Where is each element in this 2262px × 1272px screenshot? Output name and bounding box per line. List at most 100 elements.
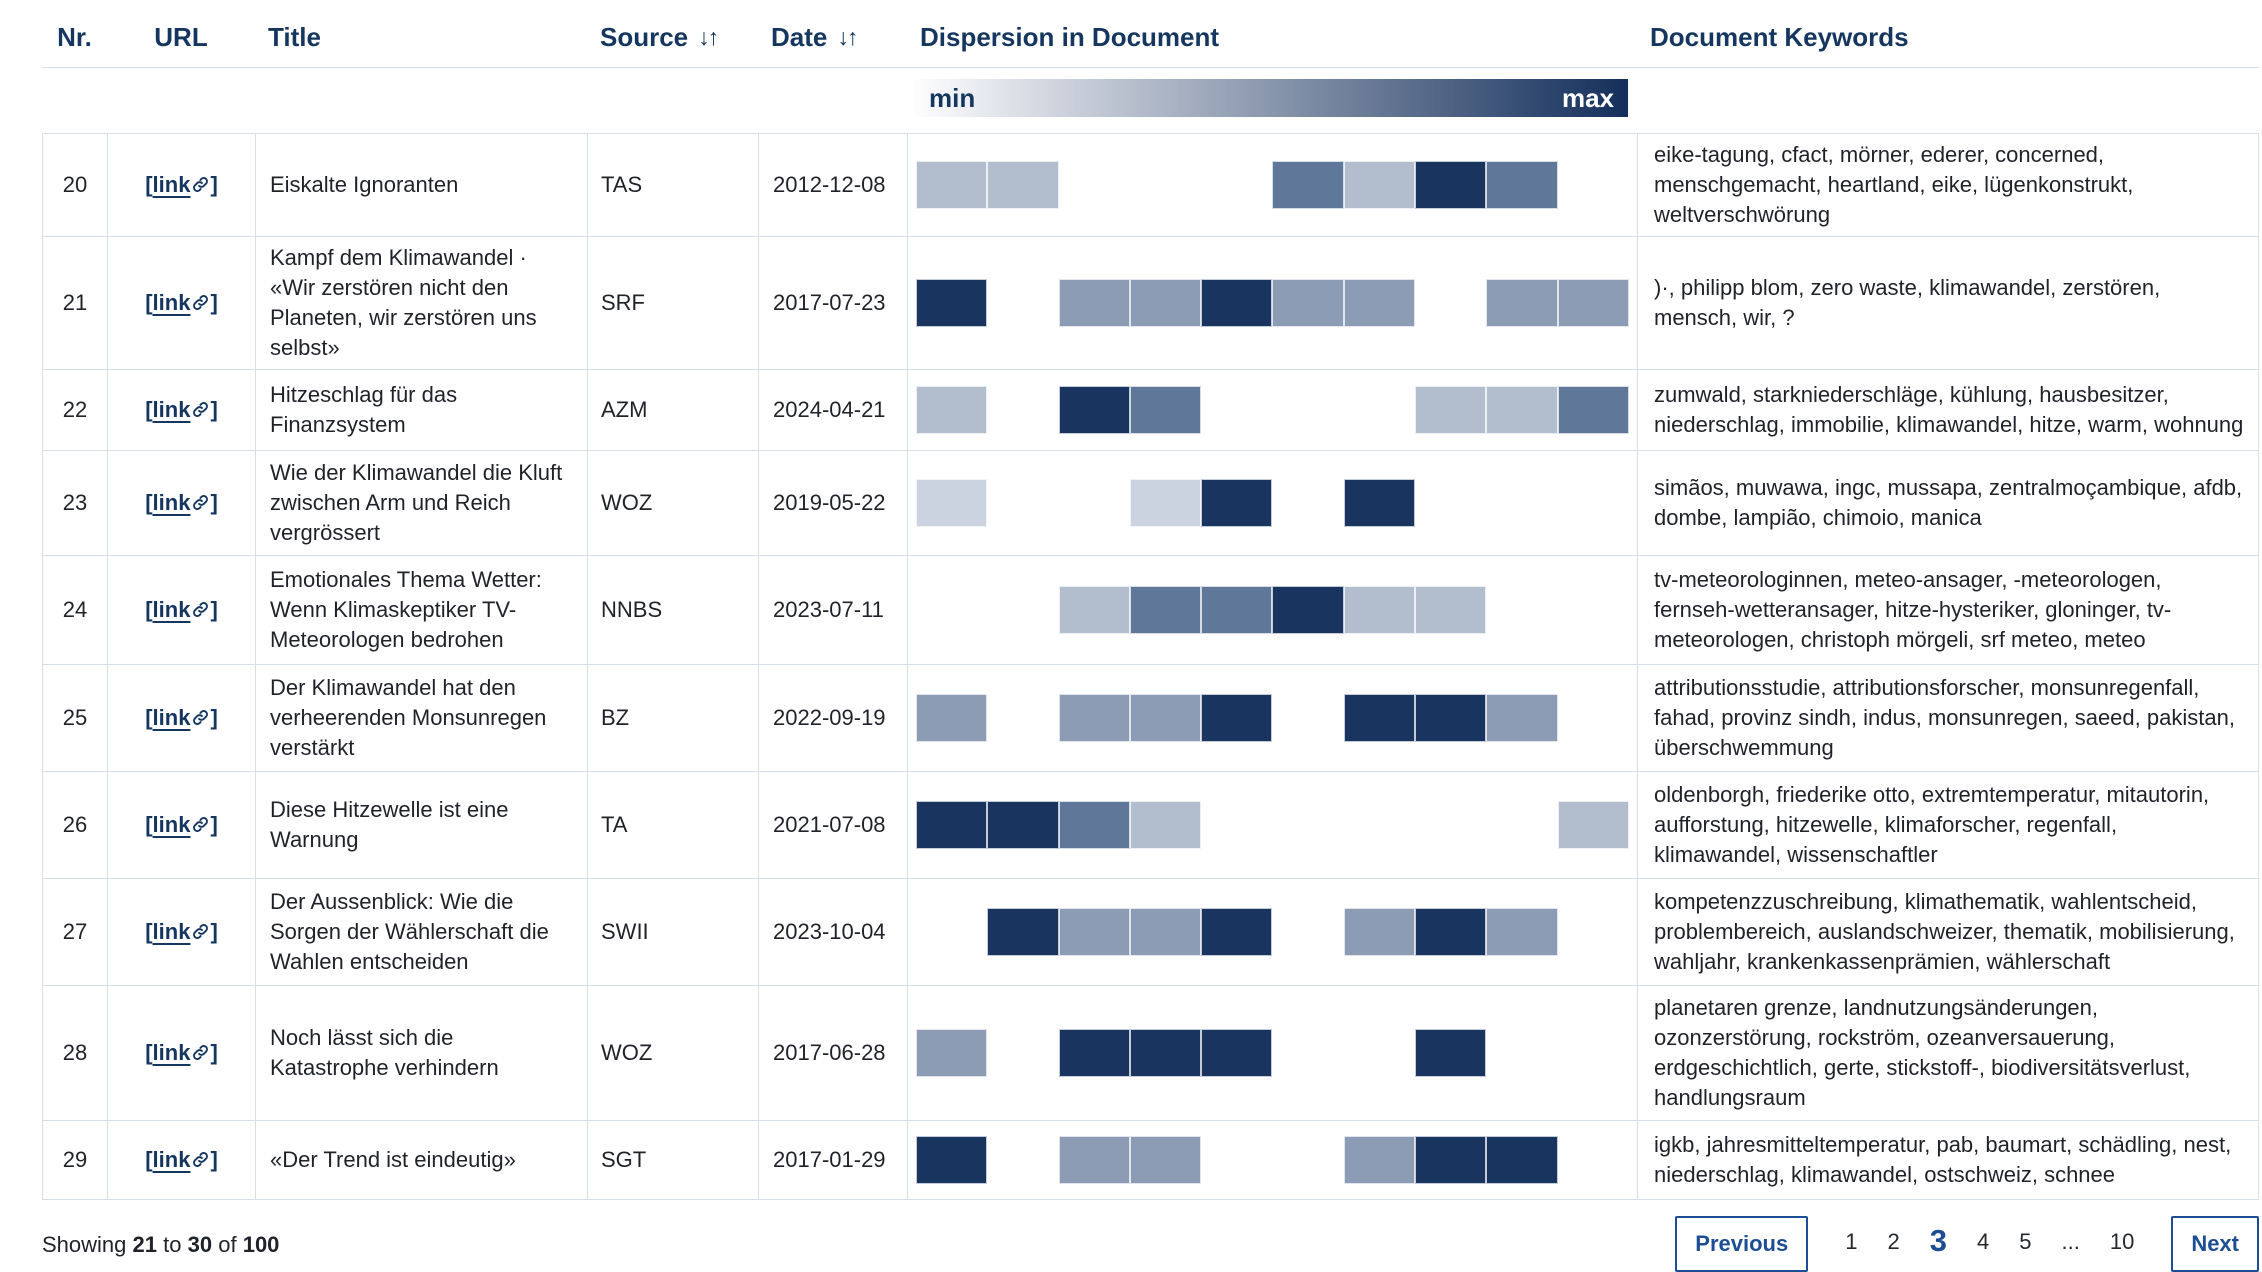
page-number[interactable]: 4 bbox=[1976, 1229, 1990, 1254]
document-keywords: planetaren grenze, landnutzungsänderunge… bbox=[1638, 986, 2259, 1120]
dispersion-segment bbox=[916, 1136, 988, 1184]
column-header-keywords: Document Keywords bbox=[1650, 22, 1909, 52]
dispersion-segment bbox=[1201, 694, 1273, 742]
dispersion-segment bbox=[1415, 586, 1487, 634]
dispersion-segment-empty bbox=[1558, 908, 1629, 956]
table-row: 21 [link] Kampf dem Klimawandel · «Wir z… bbox=[43, 237, 2259, 370]
dispersion-bar bbox=[916, 694, 1629, 742]
dispersion-segment bbox=[1129, 479, 1202, 527]
document-link[interactable]: [link] bbox=[145, 490, 218, 515]
document-title: Der Klimawandel hat den verheerenden Mon… bbox=[256, 665, 588, 771]
dispersion-segment bbox=[1058, 386, 1130, 434]
dispersion-segment-empty bbox=[1201, 161, 1272, 209]
document-title: Emotionales Thema Wetter: Wenn Klimaskep… bbox=[256, 556, 588, 664]
table-row: 28 [link] Noch lässt sich die Katastroph… bbox=[43, 986, 2259, 1121]
dispersion-segment-empty bbox=[1558, 1029, 1629, 1077]
document-link[interactable]: [link] bbox=[145, 597, 218, 622]
document-link[interactable]: [link] bbox=[145, 172, 218, 197]
document-title: Hitzeschlag für das Finanzsystem bbox=[256, 370, 588, 450]
dispersion-segment bbox=[1129, 908, 1202, 956]
document-date: 2023-07-11 bbox=[759, 556, 908, 664]
document-link[interactable]: [link] bbox=[145, 1040, 218, 1065]
table-header: Nr. URL Title Source ↓↑ Date ↓↑ Dispersi… bbox=[42, 0, 2259, 68]
dispersion-segment-empty bbox=[987, 1136, 1058, 1184]
dispersion-segment bbox=[1272, 279, 1344, 327]
sort-icon[interactable]: ↓↑ bbox=[837, 24, 858, 50]
next-button[interactable]: Next bbox=[2171, 1216, 2259, 1272]
dispersion-segment-empty bbox=[987, 479, 1058, 527]
page-number[interactable]: 5 bbox=[2019, 1229, 2032, 1254]
document-date: 2017-01-29 bbox=[759, 1121, 908, 1199]
document-link[interactable]: [link] bbox=[145, 1147, 218, 1172]
page-number[interactable]: 2 bbox=[1887, 1229, 1900, 1254]
column-header-date[interactable]: Date ↓↑ bbox=[771, 22, 858, 52]
showing-from: 21 bbox=[132, 1232, 157, 1257]
dispersion-segment-empty bbox=[1344, 1029, 1415, 1077]
dispersion-segment-empty bbox=[1486, 801, 1557, 849]
row-number: 29 bbox=[43, 1121, 108, 1199]
dispersion-cell bbox=[908, 451, 1638, 555]
table-row: 29 [link] «Der Trend ist eindeutig» SGT … bbox=[43, 1121, 2259, 1200]
dispersion-segment bbox=[1201, 479, 1273, 527]
showing-total: 100 bbox=[242, 1232, 280, 1257]
dispersion-segment bbox=[987, 908, 1059, 956]
pagination-ellipsis: ... bbox=[2061, 1229, 2080, 1254]
dispersion-segment bbox=[1129, 586, 1202, 634]
showing-summary: Showing 21 to 30 of 100 bbox=[42, 1232, 280, 1257]
page-number-current[interactable]: 3 bbox=[1929, 1223, 1947, 1258]
document-source: SRF bbox=[588, 237, 759, 369]
row-number: 20 bbox=[43, 134, 108, 236]
dispersion-segment-empty bbox=[987, 1029, 1058, 1077]
dispersion-cell bbox=[908, 237, 1638, 369]
document-link[interactable]: [link] bbox=[145, 290, 218, 315]
page-number[interactable]: 1 bbox=[1845, 1229, 1858, 1254]
document-link[interactable]: [link] bbox=[145, 919, 218, 944]
dispersion-segment bbox=[1343, 586, 1416, 634]
dispersion-segment-empty bbox=[987, 279, 1058, 327]
document-title: Wie der Klimawandel die Kluft zwischen A… bbox=[256, 451, 588, 555]
row-number: 22 bbox=[43, 370, 108, 450]
dispersion-segment bbox=[1486, 694, 1558, 742]
document-link[interactable]: [link] bbox=[145, 397, 218, 422]
document-title: Noch lässt sich die Katastrophe verhinde… bbox=[256, 986, 588, 1120]
dispersion-bar bbox=[916, 586, 1629, 634]
row-link-cell: [link] bbox=[108, 370, 256, 450]
dispersion-bar bbox=[916, 1029, 1629, 1077]
legend-min-label: min bbox=[929, 82, 976, 113]
dispersion-segment-empty bbox=[987, 694, 1058, 742]
dispersion-segment-empty bbox=[1344, 801, 1415, 849]
dispersion-cell bbox=[908, 556, 1638, 664]
page-number-list: 1 2 3 4 5... 10 bbox=[1830, 1216, 2149, 1268]
dispersion-segment bbox=[1343, 479, 1416, 527]
document-link[interactable]: [link] bbox=[145, 705, 218, 730]
pagination: Previous 1 2 3 4 5... 10 Next bbox=[1675, 1216, 2259, 1272]
dispersion-segment bbox=[1486, 161, 1558, 209]
column-header-title: Title bbox=[268, 22, 321, 52]
column-header-source[interactable]: Source ↓↑ bbox=[600, 22, 719, 52]
dispersion-segment-empty bbox=[1558, 479, 1629, 527]
document-title: «Der Trend ist eindeutig» bbox=[256, 1121, 588, 1199]
dispersion-segment bbox=[1201, 908, 1273, 956]
dispersion-cell bbox=[908, 134, 1638, 236]
showing-to: 30 bbox=[187, 1232, 213, 1257]
dispersion-segment-empty bbox=[1486, 1029, 1557, 1077]
dispersion-segment-empty bbox=[1201, 801, 1272, 849]
dispersion-segment-empty bbox=[1272, 479, 1343, 527]
dispersion-segment bbox=[916, 694, 988, 742]
document-link[interactable]: [link] bbox=[145, 812, 218, 837]
dispersion-segment bbox=[1272, 161, 1344, 209]
dispersion-segment bbox=[916, 479, 988, 527]
dispersion-segment-empty bbox=[1558, 1136, 1629, 1184]
previous-button[interactable]: Previous bbox=[1675, 1216, 1809, 1272]
dispersion-bar bbox=[916, 908, 1629, 956]
page-number[interactable]: 10 bbox=[2109, 1229, 2135, 1254]
dispersion-segment-empty bbox=[1344, 386, 1415, 434]
dispersion-segment bbox=[1058, 586, 1130, 634]
dispersion-segment bbox=[1272, 586, 1344, 634]
row-number: 21 bbox=[43, 237, 108, 369]
column-header-nr: Nr. bbox=[57, 22, 92, 52]
legend-max-label: max bbox=[1561, 82, 1614, 113]
chain-link-icon bbox=[193, 710, 209, 725]
sort-icon[interactable]: ↓↑ bbox=[698, 24, 719, 50]
document-date: 2017-06-28 bbox=[759, 986, 908, 1120]
